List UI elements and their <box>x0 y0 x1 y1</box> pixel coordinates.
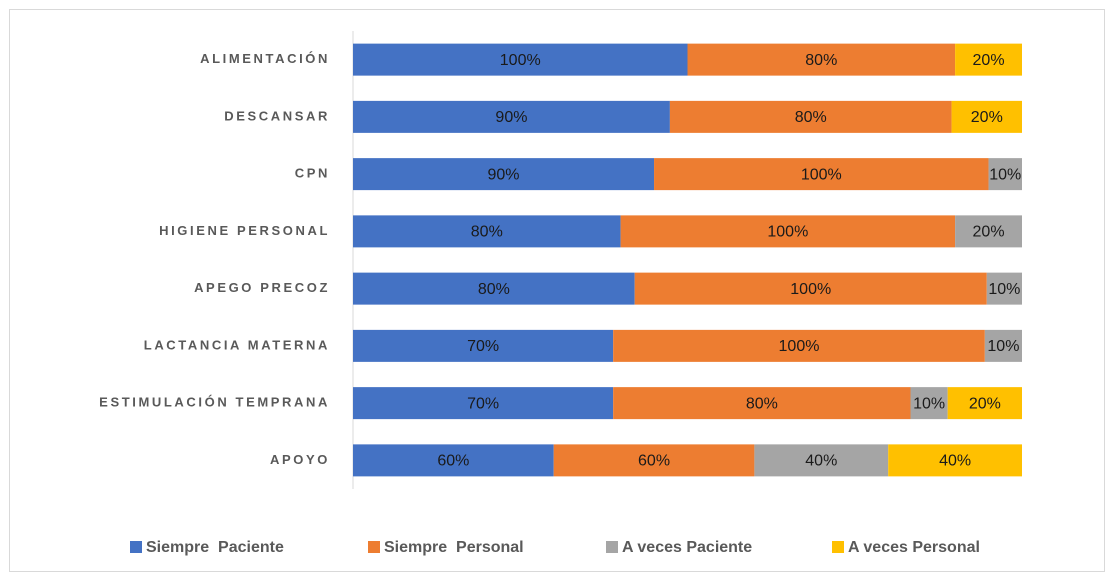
bar-segment <box>986 272 1022 305</box>
bar-segment <box>353 100 670 133</box>
category-label: APEGO PRECOZ <box>194 280 330 295</box>
bar-segment <box>353 387 614 420</box>
data-label: 90% <box>495 109 527 126</box>
data-label: 70% <box>467 395 499 412</box>
data-label: 10% <box>987 338 1019 355</box>
data-label: 80% <box>746 395 778 412</box>
legend-label: Siempre Paciente <box>146 539 284 556</box>
data-label: 80% <box>471 224 503 241</box>
legend-label: A veces Paciente <box>622 539 752 556</box>
bar-segment <box>955 215 1022 248</box>
data-label: 100% <box>767 224 808 241</box>
legend-swatch <box>368 541 380 553</box>
legend-swatch <box>832 541 844 553</box>
legend-label: A veces Personal <box>848 539 980 556</box>
data-label: 60% <box>638 453 670 470</box>
bar-segment <box>754 444 889 477</box>
data-label: 100% <box>801 166 842 183</box>
data-label: 80% <box>805 52 837 69</box>
bar-segment <box>687 43 956 76</box>
bar-segment <box>910 387 948 420</box>
data-label: 10% <box>988 281 1020 298</box>
category-label: ESTIMULACIÓN TEMPRANA <box>99 395 330 410</box>
bar-segment <box>947 387 1022 420</box>
legend-label: Siempre Personal <box>384 539 524 556</box>
bar-segment <box>353 215 621 248</box>
category-label: LACTANCIA MATERNA <box>144 337 330 352</box>
data-label: 40% <box>805 453 837 470</box>
data-label: 20% <box>969 395 1001 412</box>
data-label: 20% <box>971 109 1003 126</box>
bar-segment <box>613 329 985 362</box>
bar-segment <box>888 444 1022 477</box>
bar-segment <box>951 100 1022 133</box>
bar-segment <box>353 158 655 191</box>
category-label: DESCANSAR <box>224 108 330 123</box>
category-label: HIGIENE PERSONAL <box>159 223 330 238</box>
category-label: ALIMENTACIÓN <box>200 51 330 66</box>
bar-segment <box>620 215 956 248</box>
data-label: 20% <box>973 52 1005 69</box>
data-label: 100% <box>790 281 831 298</box>
bar-segment <box>353 43 688 76</box>
data-label: 20% <box>973 224 1005 241</box>
data-label: 10% <box>989 166 1021 183</box>
data-label: 90% <box>488 166 520 183</box>
data-label: 80% <box>478 281 510 298</box>
data-label: 80% <box>795 109 827 126</box>
bar-segment <box>353 444 554 477</box>
data-label: 40% <box>939 453 971 470</box>
bar-segment <box>955 43 1022 76</box>
bar-segment <box>613 387 911 420</box>
bar-segment <box>654 158 989 191</box>
data-label: 10% <box>913 395 945 412</box>
bar-segment <box>988 158 1022 191</box>
category-label: CPN <box>295 166 330 181</box>
data-label: 70% <box>467 338 499 355</box>
data-label: 100% <box>500 52 541 69</box>
bar-segment <box>669 100 952 133</box>
data-label: 100% <box>779 338 820 355</box>
bar-segment <box>553 444 755 477</box>
category-label: APOYO <box>270 452 330 467</box>
legend-swatch <box>606 541 618 553</box>
bar-segment <box>634 272 987 305</box>
bar-segment <box>984 329 1022 362</box>
bar-segment <box>353 272 635 305</box>
legend-swatch <box>130 541 142 553</box>
bar-segment <box>353 329 614 362</box>
data-label: 60% <box>437 453 469 470</box>
